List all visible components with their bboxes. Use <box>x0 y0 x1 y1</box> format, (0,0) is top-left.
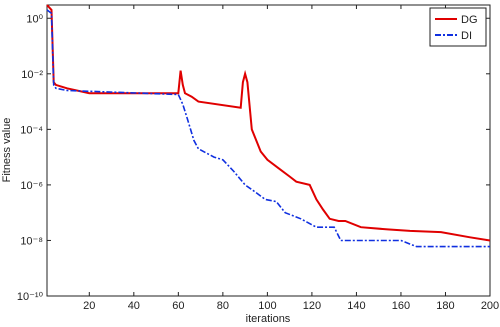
y-tick-label: 10⁻¹⁰ <box>17 291 44 303</box>
x-tick-label: 20 <box>83 300 95 312</box>
y-axis-label: Fitness value <box>1 118 13 183</box>
plot-frame <box>46 4 491 297</box>
x-tick-label: 200 <box>481 300 499 312</box>
x-tick-label: 180 <box>436 300 454 312</box>
legend-label: DG <box>461 14 478 26</box>
x-tick-label: 100 <box>258 300 276 312</box>
y-tick-label: 10⁻⁴ <box>20 124 43 136</box>
y-tick-label: 10⁻⁶ <box>20 180 43 192</box>
x-tick-label: 160 <box>392 300 410 312</box>
y-tick-label: 10⁰ <box>26 13 43 25</box>
x-tick-label: 140 <box>347 300 365 312</box>
legend-box <box>429 7 487 47</box>
series-line <box>46 9 490 248</box>
legend-label: DI <box>461 30 472 42</box>
x-tick-label: 40 <box>128 300 140 312</box>
y-tick-label: 10⁻² <box>21 69 43 81</box>
y-tick-label: 10⁻⁸ <box>20 235 43 247</box>
x-tick-label: 120 <box>303 300 321 312</box>
x-tick-label: 60 <box>172 300 184 312</box>
x-axis-label: iterations <box>246 313 291 325</box>
x-tick-label: 80 <box>217 300 229 312</box>
